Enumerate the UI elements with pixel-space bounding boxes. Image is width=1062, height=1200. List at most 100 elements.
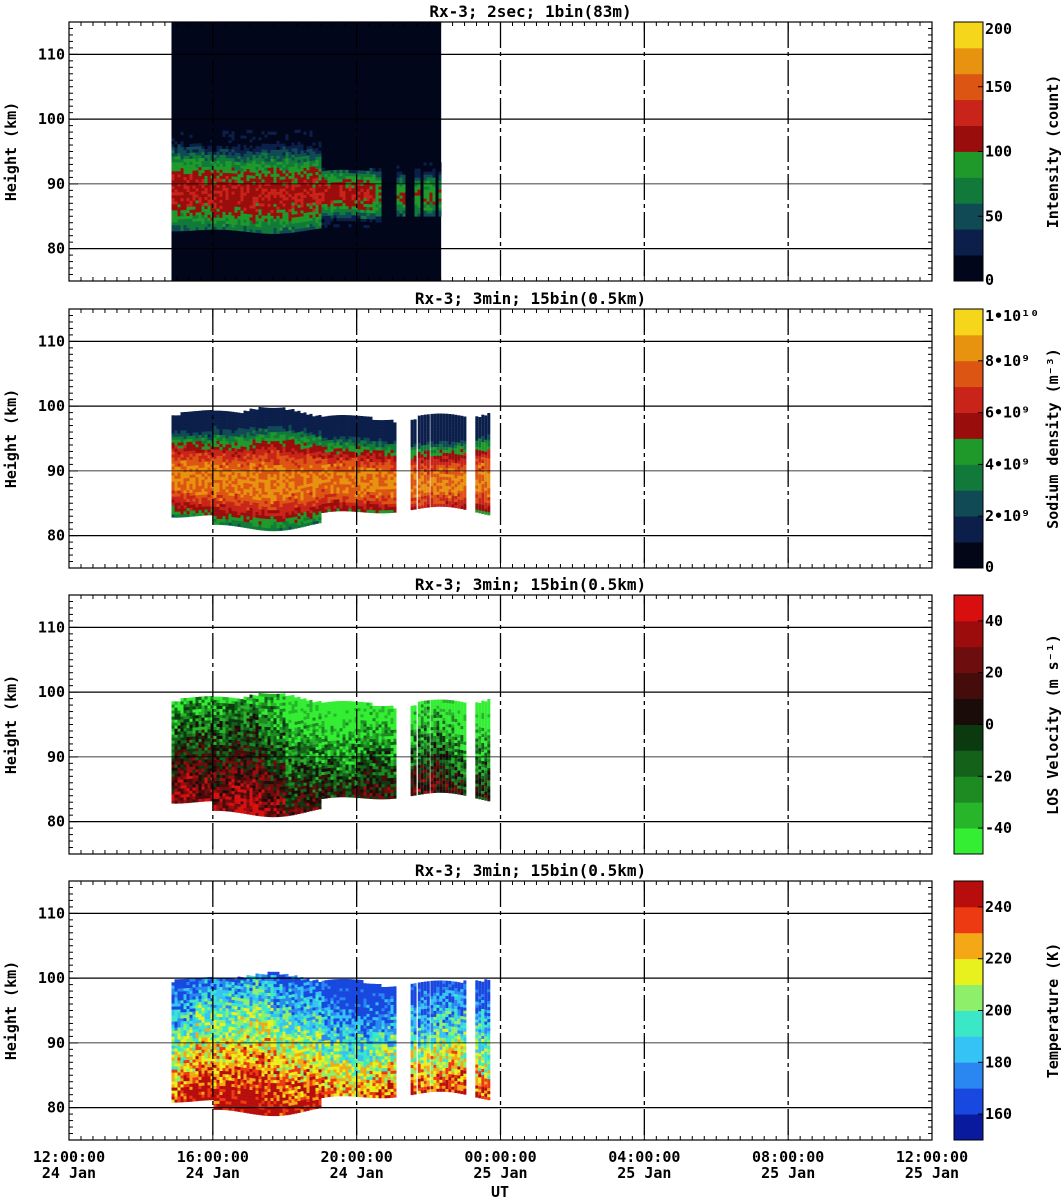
colorbar-label: Sodium density (m⁻³) [1044, 348, 1062, 529]
colorbar-segment [954, 906, 983, 934]
y-tick-label: 90 [47, 175, 65, 193]
colorbar: -40 -20 0 20 40 LOS Velocity (m s⁻¹) [953, 594, 1062, 855]
colorbar-segment [954, 750, 983, 777]
colorbar-segment [954, 309, 983, 336]
colorbar-segment [954, 724, 983, 751]
colorbar-tick-label: 6•10⁹ [985, 404, 1030, 422]
colorbar-label: Intensity (count) [1044, 75, 1062, 229]
colorbar-tick-label: 2•10⁹ [985, 507, 1030, 525]
data-field [171, 971, 491, 1117]
y-axis-label: Height (km) [2, 961, 20, 1060]
panel-2: Rx-3; 3min; 15bin(0.5km) 80 90 100 110 Height… [2, 289, 1062, 576]
colorbar-segment [954, 464, 983, 491]
colorbar-segment [954, 828, 983, 855]
colorbar-tick-label: 200 [985, 1002, 1012, 1020]
colorbar-tick-label: 150 [985, 78, 1012, 96]
y-axis-label: Height (km) [2, 102, 20, 201]
y-tick-label: 90 [47, 462, 65, 480]
colorbar-segment [954, 360, 983, 388]
colorbar-segment [954, 1088, 983, 1115]
x-tick-time: 16:00:00 [177, 1148, 249, 1166]
panel-title: Rx-3; 3min; 15bin(0.5km) [415, 575, 646, 594]
x-axis-label: UT [491, 1183, 509, 1200]
y-tick-label: 110 [38, 618, 65, 636]
panel-title: Rx-3; 2sec; 1bin(83m) [429, 2, 631, 21]
colorbar-segment [954, 1036, 983, 1063]
colorbar-segment [954, 412, 983, 439]
colorbar-segment [954, 542, 983, 569]
colorbar: 0 2•10⁹ 4•10⁹ 6•10⁹ 8•10⁹ 1•10¹⁰ Sodium densit… [953, 307, 1062, 576]
panel-title: Rx-3; 3min; 15bin(0.5km) [415, 861, 646, 880]
y-axis-label: Height (km) [2, 389, 20, 488]
y-tick-label: 90 [47, 1034, 65, 1052]
x-tick-date: 25 Jan [617, 1164, 671, 1182]
colorbar-tick-label: 4•10⁹ [985, 455, 1030, 473]
colorbar-segment [954, 620, 983, 648]
y-tick-label: 110 [38, 904, 65, 922]
colorbar-segment [954, 932, 983, 960]
colorbar-segment [954, 776, 983, 803]
y-tick-label: 100 [38, 969, 65, 987]
x-tick-date: 25 Jan [905, 1164, 959, 1182]
x-tick-date: 24 Jan [42, 1164, 96, 1182]
y-tick-label: 80 [47, 527, 65, 545]
x-tick-time: 08:00:00 [752, 1148, 824, 1166]
x-tick-time: 04:00:00 [608, 1148, 680, 1166]
colorbar-tick-label: 0 [985, 558, 994, 576]
colorbar-segment [954, 984, 983, 1011]
x-tick-time: 00:00:00 [464, 1148, 536, 1166]
x-tick-date: 25 Jan [473, 1164, 527, 1182]
x-tick-time: 12:00:00 [896, 1148, 968, 1166]
x-tick-date: 24 Jan [186, 1164, 240, 1182]
colorbar-segment [954, 334, 983, 362]
colorbar-segment [954, 516, 983, 543]
y-tick-label: 100 [38, 110, 65, 128]
y-tick-label: 80 [47, 813, 65, 831]
colorbar-label: Temperature (K) [1044, 943, 1062, 1078]
colorbar-segment [954, 177, 983, 204]
colorbar-tick-label: 0 [985, 716, 994, 734]
y-tick-label: 100 [38, 397, 65, 415]
panel-title: Rx-3; 3min; 15bin(0.5km) [415, 289, 646, 308]
colorbar-segment [954, 698, 983, 725]
colorbar-segment [954, 47, 983, 75]
x-tick-time: 12:00:00 [33, 1148, 105, 1166]
colorbar-segment [954, 881, 983, 908]
colorbar-segment [954, 672, 983, 699]
y-tick-label: 110 [38, 332, 65, 350]
colorbar-segment [954, 125, 983, 152]
y-tick-label: 90 [47, 748, 65, 766]
data-field [171, 22, 442, 281]
colorbar-segment [954, 490, 983, 517]
colorbar-tick-label: 20 [985, 664, 1003, 682]
colorbar-segment [954, 1062, 983, 1089]
colorbar-tick-label: 200 [985, 20, 1012, 38]
colorbar-segment [954, 958, 983, 985]
colorbar-segment [954, 151, 983, 178]
x-tick-date: 25 Jan [761, 1164, 815, 1182]
colorbar-label: LOS Velocity (m s⁻¹) [1044, 634, 1062, 815]
colorbar-tick-label: 240 [985, 898, 1012, 916]
panel-4: Rx-3; 3min; 15bin(0.5km) 80 90 100 110 Height… [2, 861, 1062, 1141]
panel-3: Rx-3; 3min; 15bin(0.5km) 80 90 100 110 Height… [2, 575, 1062, 855]
colorbar-tick-label: 50 [985, 207, 1003, 225]
colorbar-tick-label: 100 [985, 143, 1012, 161]
y-tick-label: 110 [38, 45, 65, 63]
y-tick-label: 80 [47, 240, 65, 258]
colorbar-segment [954, 255, 983, 282]
colorbar-tick-label: -20 [985, 767, 1012, 785]
colorbar-segment [954, 22, 983, 49]
x-tick-time: 20:00:00 [321, 1148, 393, 1166]
y-tick-label: 100 [38, 683, 65, 701]
colorbar-segment [954, 438, 983, 465]
colorbar-segment [954, 1010, 983, 1037]
colorbar-tick-label: 160 [985, 1105, 1012, 1123]
colorbar-segment [954, 802, 983, 829]
colorbar-segment [954, 595, 983, 622]
colorbar-segment [954, 99, 983, 126]
colorbar-tick-label: 0 [985, 271, 994, 289]
colorbar-tick-label: 180 [985, 1053, 1012, 1071]
colorbar-segment [954, 1114, 983, 1141]
y-tick-label: 80 [47, 1099, 65, 1117]
